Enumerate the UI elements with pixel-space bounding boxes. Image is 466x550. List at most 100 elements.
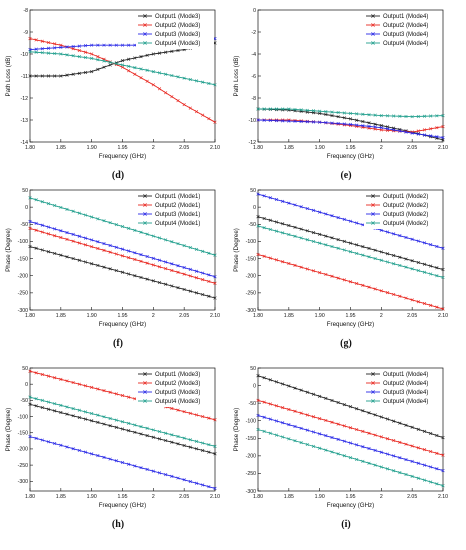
series-markers-0 — [28, 244, 217, 300]
y-tick-label: -50 — [249, 401, 257, 407]
legend: Output1 (Mode4) Output2 (Mode4) Output3 (M… — [364, 11, 442, 49]
y-tick-label: -9 — [23, 30, 28, 36]
series-markers-2 — [256, 413, 445, 473]
legend-swatch-marker — [143, 203, 147, 207]
legend-swatch-marker — [143, 14, 147, 18]
legend-entry: Output4 (Mode3) — [155, 399, 200, 405]
legend-swatch-marker — [371, 23, 375, 27]
panel-label: (i) — [341, 519, 350, 530]
series-markers-2 — [28, 435, 217, 491]
legend-entry: Output1 (Mode4) — [383, 372, 428, 378]
series-line-3 — [29, 51, 216, 86]
y-tick-label: -100 — [246, 419, 256, 425]
y-tick-label: -150 — [246, 436, 256, 442]
y-tick-label: -150 — [18, 256, 28, 262]
y-tick-label: -200 — [246, 274, 256, 280]
y-tick-label: -200 — [18, 274, 28, 280]
legend: Output1 (Mode3) Output2 (Mode3) Output3 (M… — [136, 369, 214, 407]
y-tick-label: 0 — [253, 8, 256, 14]
x-axis-label: Frequency (GHz) — [99, 502, 146, 509]
legend-entry: Output3 (Mode1) — [155, 212, 200, 218]
legend-entry: Output2 (Mode4) — [383, 381, 428, 387]
x-tick-label: 1.85 — [56, 313, 66, 319]
series-markers-0 — [28, 402, 217, 456]
y-tick-label: -150 — [18, 431, 28, 437]
y-tick-label: -250 — [246, 471, 256, 477]
legend-entry: Output2 (Mode3) — [155, 23, 200, 29]
series-markers-3 — [256, 107, 445, 119]
y-tick-label: -6 — [251, 74, 256, 80]
y-tick-label: -250 — [18, 463, 28, 469]
x-tick-label: 2.10 — [210, 494, 220, 500]
legend-swatch-marker — [371, 399, 375, 403]
legend-swatch-marker — [371, 221, 375, 225]
y-tick-label: -13 — [21, 118, 29, 124]
x-tick-label: 2 — [152, 494, 155, 500]
series-markers-3 — [28, 196, 217, 257]
legend-entry: Output2 (Mode1) — [155, 203, 200, 209]
legend-entry: Output4 (Mode4) — [383, 399, 428, 405]
x-tick-label: 1.90 — [87, 145, 97, 151]
x-tick-label: 1.85 — [56, 145, 66, 151]
panel-label: (h) — [112, 519, 124, 530]
y-tick-label: -300 — [246, 489, 256, 495]
chart-panel-5: 1.80 1.85 1.90 1.95 2 2.05 2.10 50 0 -50 -100 -150 -… — [233, 366, 448, 530]
legend-entry: Output4 (Mode2) — [383, 221, 428, 227]
legend-swatch-marker — [371, 390, 375, 394]
legend-swatch-marker — [143, 32, 147, 36]
x-tick-label: 1.80 — [25, 494, 35, 500]
series-markers-1 — [28, 36, 217, 124]
legend-swatch-marker — [371, 41, 375, 45]
series-markers-3 — [256, 427, 445, 488]
series-markers-0 — [256, 215, 445, 272]
panel-label: (f) — [113, 338, 123, 349]
y-tick-label: 50 — [250, 188, 256, 194]
y-tick-label: -50 — [249, 222, 257, 228]
y-tick-label: -100 — [18, 239, 28, 245]
y-tick-label: -100 — [18, 414, 28, 420]
x-tick-label: 2.05 — [179, 313, 189, 319]
x-tick-label: 2.05 — [179, 494, 189, 500]
legend-swatch-marker — [143, 221, 147, 225]
y-tick-label: -200 — [18, 447, 28, 453]
chart-panel-4: 1.80 1.85 1.90 1.95 2 2.05 2.10 50 0 -50 -100 -150 -… — [5, 366, 220, 530]
series-markers-2 — [256, 118, 445, 140]
x-tick-label: 2.10 — [210, 145, 220, 151]
y-axis-label: Phase (Degree) — [233, 228, 240, 272]
y-tick-label: 50 — [250, 366, 256, 372]
x-tick-label: 1.95 — [345, 313, 355, 319]
legend-entry: Output3 (Mode4) — [383, 390, 428, 396]
x-tick-label: 1.95 — [117, 313, 127, 319]
legend-swatch-marker — [143, 399, 147, 403]
y-tick-label: -2 — [251, 30, 256, 36]
legend-entry: Output1 (Mode2) — [383, 194, 428, 200]
y-axis-label: Phase (Degree) — [233, 408, 240, 452]
y-tick-label: -200 — [246, 454, 256, 460]
x-tick-label: 2 — [152, 313, 155, 319]
legend: Output1 (Mode2) Output2 (Mode2) Output3 (M… — [364, 191, 442, 229]
legend: Output1 (Mode3) Output2 (Mode3) Output3 (M… — [136, 11, 214, 49]
x-tick-label: 2.05 — [407, 313, 417, 319]
chart-panel-1: 1.80 1.85 1.90 1.95 2 2.05 2.10 0 -2 -4 -6 -8 -10 -12… — [233, 8, 448, 181]
series-markers-2 — [256, 192, 445, 250]
y-tick-label: -4 — [251, 52, 256, 58]
legend-entry: Output1 (Mode1) — [155, 194, 200, 200]
legend-swatch-marker — [143, 194, 147, 198]
x-tick-label: 1.90 — [315, 494, 325, 500]
y-tick-label: -250 — [18, 291, 28, 297]
y-tick-label: -8 — [23, 8, 28, 14]
series-markers-3 — [256, 224, 445, 280]
legend-swatch-marker — [143, 212, 147, 216]
chart-panel-2: 1.80 1.85 1.90 1.95 2 2.05 2.10 50 0 -50 -100 -150 -… — [5, 188, 220, 349]
chart-panel-3: 1.80 1.85 1.90 1.95 2 2.05 2.10 50 0 -50 -100 -150 -… — [233, 188, 448, 349]
legend-swatch-marker — [143, 372, 147, 376]
series-markers-0 — [256, 374, 445, 440]
x-tick-label: 1.95 — [117, 145, 127, 151]
x-axis-label: Frequency (GHz) — [99, 153, 146, 160]
y-axis-label: Path Loss (dB) — [233, 56, 240, 97]
panel-label: (g) — [340, 338, 352, 349]
y-tick-label: -300 — [18, 479, 28, 485]
y-tick-label: -300 — [246, 308, 256, 314]
series-line-1 — [29, 38, 216, 123]
